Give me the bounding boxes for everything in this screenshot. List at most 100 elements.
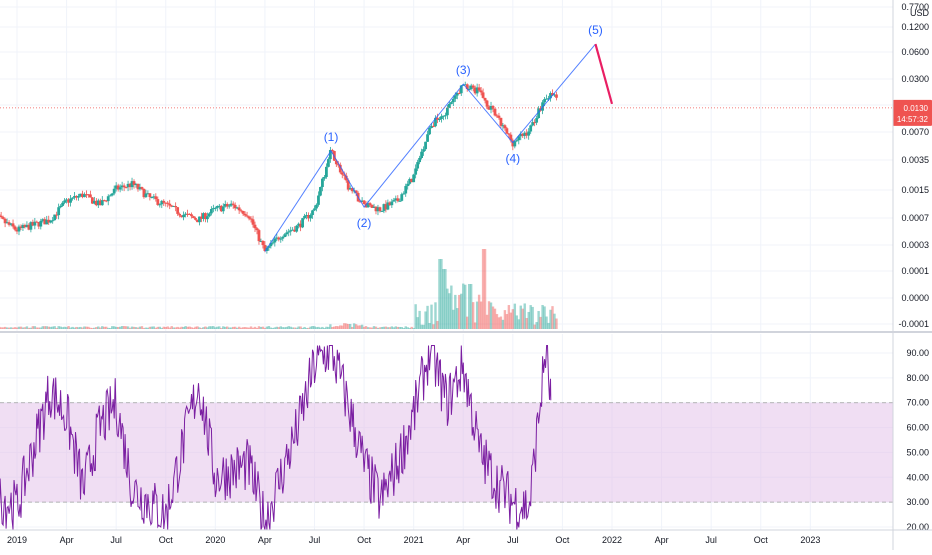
candle-body — [420, 152, 423, 158]
candle-body — [57, 207, 60, 215]
candle-body — [210, 209, 213, 213]
candle-body — [535, 118, 538, 123]
time-tick-label: Jul — [705, 535, 717, 545]
candle-body — [285, 232, 288, 234]
candle-body — [281, 237, 284, 239]
price-axis[interactable]: 0.77000.12000.06000.03000.01500.00700.00… — [893, 0, 932, 332]
rsi-tick-label: 30.00 — [906, 497, 929, 507]
candle-body — [311, 210, 314, 215]
rsi-band-fill — [0, 403, 893, 502]
candle-body — [273, 239, 276, 243]
candle-body — [287, 231, 290, 232]
candle-body — [325, 167, 328, 177]
elliott-wave-drawing[interactable]: (1)(2)(3)(4)(5) — [0, 23, 893, 251]
candle-body — [379, 207, 382, 211]
candle-body — [452, 99, 455, 102]
candle-body — [248, 216, 251, 218]
candle-body — [176, 207, 179, 214]
candle-body — [327, 159, 330, 167]
price-tick-label: 0.0001 — [901, 266, 929, 276]
time-tick-label: 2019 — [7, 535, 27, 545]
time-tick-label: 2021 — [404, 535, 424, 545]
candle-body — [295, 226, 298, 232]
candle-body — [438, 119, 441, 120]
rsi-tick-label: 50.00 — [906, 447, 929, 457]
candle-body — [527, 131, 530, 135]
candle-body — [89, 194, 92, 197]
projection-line[interactable] — [595, 44, 612, 104]
candle-body — [69, 199, 72, 203]
candle-body — [123, 185, 126, 187]
candle-body — [412, 175, 415, 183]
candle-body — [505, 128, 508, 133]
candle-body — [529, 125, 532, 131]
time-tick-label: Jul — [110, 535, 122, 545]
candle-body — [2, 217, 5, 219]
candle-body — [107, 196, 110, 201]
time-tick-label: Apr — [456, 535, 470, 545]
candle-body — [252, 219, 255, 224]
candle-body — [369, 203, 372, 205]
countdown-label: 14:57:32 — [897, 115, 929, 124]
time-tick-label: 2023 — [800, 535, 820, 545]
candle-body — [279, 239, 282, 240]
candle-body — [301, 218, 304, 227]
candle-body — [174, 206, 177, 207]
candle-body — [507, 134, 510, 135]
candle-body — [398, 201, 401, 202]
candle-body — [515, 140, 518, 141]
candle-body — [404, 186, 407, 193]
candle-body — [109, 195, 112, 196]
candle-body — [500, 118, 503, 126]
time-tick-label: Jul — [309, 535, 321, 545]
candle-body — [77, 196, 80, 198]
candle-body — [141, 187, 144, 189]
time-tick-label: Jul — [507, 535, 519, 545]
candle-body — [472, 86, 475, 88]
candle-body — [168, 204, 171, 206]
candle-body — [321, 179, 324, 187]
price-tick-label: 0.1200 — [901, 22, 929, 32]
candle-body — [254, 225, 257, 229]
time-tick-label: Apr — [655, 535, 669, 545]
time-tick-label: Oct — [754, 535, 769, 545]
candle-body — [444, 115, 447, 116]
candle-body — [162, 201, 165, 203]
candle-body — [246, 215, 249, 216]
candle-body — [242, 211, 245, 214]
candle-body — [39, 221, 42, 227]
candle-body — [504, 125, 507, 128]
candle-body — [166, 203, 169, 204]
candle-body — [283, 234, 286, 237]
price-tick-label: 0.0003 — [901, 240, 929, 250]
rsi-tick-label: 90.00 — [906, 348, 929, 358]
candle-body — [59, 206, 62, 207]
rsi-tick-label: 80.00 — [906, 373, 929, 383]
candle-body — [400, 194, 403, 201]
candle-body — [214, 208, 217, 209]
candle-body — [494, 109, 497, 116]
price-tick-label: 0.0070 — [901, 127, 929, 137]
candle-body — [258, 230, 261, 241]
candle-body — [363, 201, 366, 204]
candle-body — [14, 226, 17, 229]
rsi-pane — [0, 346, 893, 530]
candle-body — [303, 216, 306, 218]
candle-body — [446, 108, 449, 116]
candle-body — [428, 128, 431, 134]
candle-body — [271, 242, 274, 243]
candle-body — [190, 214, 193, 216]
candle-body — [392, 200, 395, 201]
candle-body — [414, 168, 417, 174]
candle-body — [313, 208, 316, 210]
time-tick-label: Oct — [555, 535, 570, 545]
price-tick-label: 0.0600 — [901, 47, 929, 57]
candle-body — [208, 213, 211, 216]
candle-body — [484, 98, 487, 101]
volume-bar — [555, 319, 557, 329]
candle-body — [125, 187, 128, 188]
candle-body — [390, 202, 393, 206]
candle-body — [498, 116, 501, 118]
